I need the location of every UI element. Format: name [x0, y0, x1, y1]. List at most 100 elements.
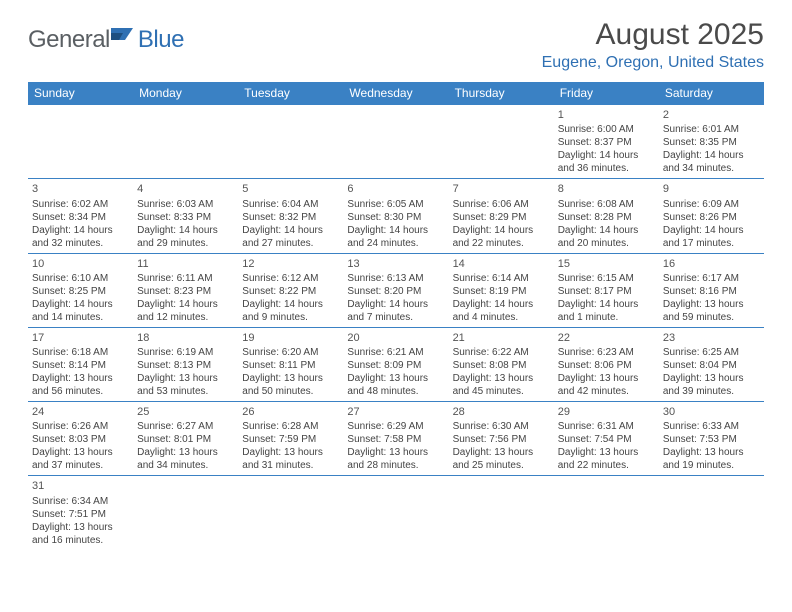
- day-number: 21: [453, 331, 550, 345]
- sunset-line: Sunset: 8:01 PM: [137, 433, 234, 446]
- sunrise-line: Sunrise: 6:19 AM: [137, 346, 234, 359]
- calendar-day: [449, 476, 554, 549]
- day-number: 23: [663, 331, 760, 345]
- calendar-week: 31Sunrise: 6:34 AMSunset: 7:51 PMDayligh…: [28, 476, 764, 549]
- calendar-day: 28Sunrise: 6:30 AMSunset: 7:56 PMDayligh…: [449, 402, 554, 475]
- sunrise-line: Sunrise: 6:18 AM: [32, 346, 129, 359]
- daylight-line: Daylight: 14 hours and 7 minutes.: [347, 298, 444, 324]
- day-number: 8: [558, 182, 655, 196]
- calendar-week: 3Sunrise: 6:02 AMSunset: 8:34 PMDaylight…: [28, 179, 764, 253]
- calendar-day: 9Sunrise: 6:09 AMSunset: 8:26 PMDaylight…: [659, 179, 764, 252]
- day-number: 31: [32, 479, 129, 493]
- calendar-day: 27Sunrise: 6:29 AMSunset: 7:58 PMDayligh…: [343, 402, 448, 475]
- sunset-line: Sunset: 8:16 PM: [663, 285, 760, 298]
- daylight-line: Daylight: 14 hours and 22 minutes.: [453, 224, 550, 250]
- calendar-day: 14Sunrise: 6:14 AMSunset: 8:19 PMDayligh…: [449, 254, 554, 327]
- calendar-day: [343, 476, 448, 549]
- daylight-line: Daylight: 13 hours and 45 minutes.: [453, 372, 550, 398]
- daylight-line: Daylight: 14 hours and 29 minutes.: [137, 224, 234, 250]
- sunrise-line: Sunrise: 6:20 AM: [242, 346, 339, 359]
- sunrise-line: Sunrise: 6:22 AM: [453, 346, 550, 359]
- sunset-line: Sunset: 8:37 PM: [558, 136, 655, 149]
- sunset-line: Sunset: 8:34 PM: [32, 211, 129, 224]
- day-number: 7: [453, 182, 550, 196]
- calendar-day: 8Sunrise: 6:08 AMSunset: 8:28 PMDaylight…: [554, 179, 659, 252]
- daylight-line: Daylight: 13 hours and 56 minutes.: [32, 372, 129, 398]
- daylight-line: Daylight: 13 hours and 50 minutes.: [242, 372, 339, 398]
- calendar-day: 21Sunrise: 6:22 AMSunset: 8:08 PMDayligh…: [449, 328, 554, 401]
- day-number: 12: [242, 257, 339, 271]
- daylight-line: Daylight: 14 hours and 36 minutes.: [558, 149, 655, 175]
- daylight-line: Daylight: 13 hours and 28 minutes.: [347, 446, 444, 472]
- sunset-line: Sunset: 8:22 PM: [242, 285, 339, 298]
- calendar-day: 5Sunrise: 6:04 AMSunset: 8:32 PMDaylight…: [238, 179, 343, 252]
- calendar-day: 1Sunrise: 6:00 AMSunset: 8:37 PMDaylight…: [554, 105, 659, 178]
- flag-icon: [111, 24, 137, 44]
- sunrise-line: Sunrise: 6:06 AM: [453, 198, 550, 211]
- calendar-day: 4Sunrise: 6:03 AMSunset: 8:33 PMDaylight…: [133, 179, 238, 252]
- logo-text-2: Blue: [138, 26, 184, 54]
- title-block: August 2025 Eugene, Oregon, United State…: [542, 18, 764, 72]
- sunset-line: Sunset: 7:59 PM: [242, 433, 339, 446]
- sunrise-line: Sunrise: 6:23 AM: [558, 346, 655, 359]
- daylight-line: Daylight: 13 hours and 34 minutes.: [137, 446, 234, 472]
- calendar-day: 2Sunrise: 6:01 AMSunset: 8:35 PMDaylight…: [659, 105, 764, 178]
- sunrise-line: Sunrise: 6:28 AM: [242, 420, 339, 433]
- daylight-line: Daylight: 13 hours and 22 minutes.: [558, 446, 655, 472]
- sunset-line: Sunset: 8:28 PM: [558, 211, 655, 224]
- sunrise-line: Sunrise: 6:34 AM: [32, 495, 129, 508]
- sunset-line: Sunset: 8:06 PM: [558, 359, 655, 372]
- day-number: 22: [558, 331, 655, 345]
- sunset-line: Sunset: 8:11 PM: [242, 359, 339, 372]
- sunrise-line: Sunrise: 6:33 AM: [663, 420, 760, 433]
- calendar-day: 17Sunrise: 6:18 AMSunset: 8:14 PMDayligh…: [28, 328, 133, 401]
- calendar-day: 6Sunrise: 6:05 AMSunset: 8:30 PMDaylight…: [343, 179, 448, 252]
- day-number: 28: [453, 405, 550, 419]
- calendar-day: 7Sunrise: 6:06 AMSunset: 8:29 PMDaylight…: [449, 179, 554, 252]
- weekday-header-row: SundayMondayTuesdayWednesdayThursdayFrid…: [28, 82, 764, 105]
- day-number: 14: [453, 257, 550, 271]
- daylight-line: Daylight: 13 hours and 39 minutes.: [663, 372, 760, 398]
- sunrise-line: Sunrise: 6:04 AM: [242, 198, 339, 211]
- calendar-week: 1Sunrise: 6:00 AMSunset: 8:37 PMDaylight…: [28, 105, 764, 179]
- header: General Blue August 2025 Eugene, Oregon,…: [28, 18, 764, 72]
- sunset-line: Sunset: 8:09 PM: [347, 359, 444, 372]
- daylight-line: Daylight: 13 hours and 37 minutes.: [32, 446, 129, 472]
- calendar-day: 24Sunrise: 6:26 AMSunset: 8:03 PMDayligh…: [28, 402, 133, 475]
- sunrise-line: Sunrise: 6:13 AM: [347, 272, 444, 285]
- calendar-day: 26Sunrise: 6:28 AMSunset: 7:59 PMDayligh…: [238, 402, 343, 475]
- calendar-body: 1Sunrise: 6:00 AMSunset: 8:37 PMDaylight…: [28, 105, 764, 550]
- weekday-header: Thursday: [449, 82, 554, 105]
- sunset-line: Sunset: 7:58 PM: [347, 433, 444, 446]
- calendar: SundayMondayTuesdayWednesdayThursdayFrid…: [28, 82, 764, 550]
- day-number: 19: [242, 331, 339, 345]
- sunrise-line: Sunrise: 6:21 AM: [347, 346, 444, 359]
- sunset-line: Sunset: 8:26 PM: [663, 211, 760, 224]
- daylight-line: Daylight: 14 hours and 20 minutes.: [558, 224, 655, 250]
- daylight-line: Daylight: 13 hours and 59 minutes.: [663, 298, 760, 324]
- calendar-day: 18Sunrise: 6:19 AMSunset: 8:13 PMDayligh…: [133, 328, 238, 401]
- sunset-line: Sunset: 8:04 PM: [663, 359, 760, 372]
- logo-text-1: General: [28, 26, 110, 54]
- calendar-day: 12Sunrise: 6:12 AMSunset: 8:22 PMDayligh…: [238, 254, 343, 327]
- calendar-day: [343, 105, 448, 178]
- day-number: 2: [663, 108, 760, 122]
- calendar-day: 13Sunrise: 6:13 AMSunset: 8:20 PMDayligh…: [343, 254, 448, 327]
- calendar-day: 23Sunrise: 6:25 AMSunset: 8:04 PMDayligh…: [659, 328, 764, 401]
- day-number: 26: [242, 405, 339, 419]
- daylight-line: Daylight: 14 hours and 1 minute.: [558, 298, 655, 324]
- day-number: 3: [32, 182, 129, 196]
- calendar-day: 16Sunrise: 6:17 AMSunset: 8:16 PMDayligh…: [659, 254, 764, 327]
- sunrise-line: Sunrise: 6:00 AM: [558, 123, 655, 136]
- sunrise-line: Sunrise: 6:05 AM: [347, 198, 444, 211]
- daylight-line: Daylight: 13 hours and 25 minutes.: [453, 446, 550, 472]
- calendar-day: 29Sunrise: 6:31 AMSunset: 7:54 PMDayligh…: [554, 402, 659, 475]
- sunrise-line: Sunrise: 6:26 AM: [32, 420, 129, 433]
- day-number: 11: [137, 257, 234, 271]
- day-number: 29: [558, 405, 655, 419]
- sunset-line: Sunset: 8:33 PM: [137, 211, 234, 224]
- month-title: August 2025: [542, 18, 764, 52]
- day-number: 13: [347, 257, 444, 271]
- daylight-line: Daylight: 14 hours and 14 minutes.: [32, 298, 129, 324]
- sunset-line: Sunset: 7:54 PM: [558, 433, 655, 446]
